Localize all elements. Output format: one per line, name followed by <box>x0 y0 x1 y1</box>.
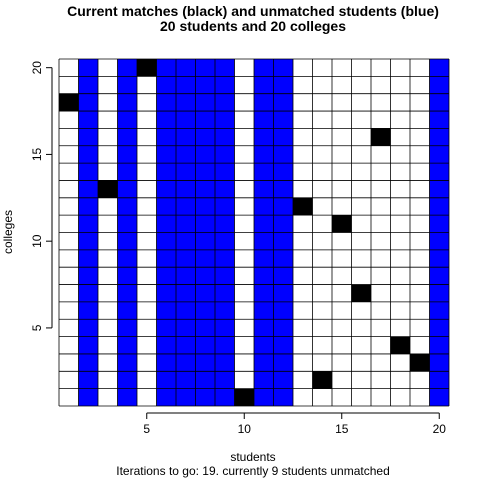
x-tick-label: 5 <box>143 422 150 436</box>
chart-title: Current matches (black) and unmatched st… <box>67 3 439 19</box>
match-cell-student-5-college-20 <box>137 59 157 77</box>
x-tick-label: 20 <box>433 422 447 436</box>
match-cell-student-17-college-16 <box>371 128 391 146</box>
y-axis-label: colleges <box>1 210 15 254</box>
match-cell-student-16-college-7 <box>351 284 371 302</box>
chart-subtitle: 20 students and 20 colleges <box>160 18 346 34</box>
x-axis: 5 10 15 20 <box>143 412 447 436</box>
match-cell-student-18-college-4 <box>390 336 410 354</box>
grid-lines <box>58 58 450 407</box>
match-cell-student-1-college-18 <box>59 93 79 112</box>
match-cell-student-13-college-12 <box>293 197 313 216</box>
match-cell-student-15-college-11 <box>332 215 352 233</box>
x-tick-label: 15 <box>335 422 349 436</box>
iteration-caption: Iterations to go: 19. currently 9 studen… <box>116 464 390 478</box>
match-cell-student-10-college-1 <box>234 388 254 406</box>
match-cell-student-3-college-13 <box>98 180 118 198</box>
y-tick-label: 10 <box>30 234 44 248</box>
y-tick-label: 20 <box>30 61 44 75</box>
y-axis: 5 10 15 20 <box>30 61 53 331</box>
x-axis-label: students <box>230 450 275 464</box>
match-cell-student-19-college-3 <box>410 353 430 372</box>
x-tick-label: 10 <box>238 422 252 436</box>
y-tick-label: 5 <box>30 324 44 331</box>
match-cell-student-14-college-2 <box>312 371 332 389</box>
y-tick-label: 15 <box>30 147 44 161</box>
